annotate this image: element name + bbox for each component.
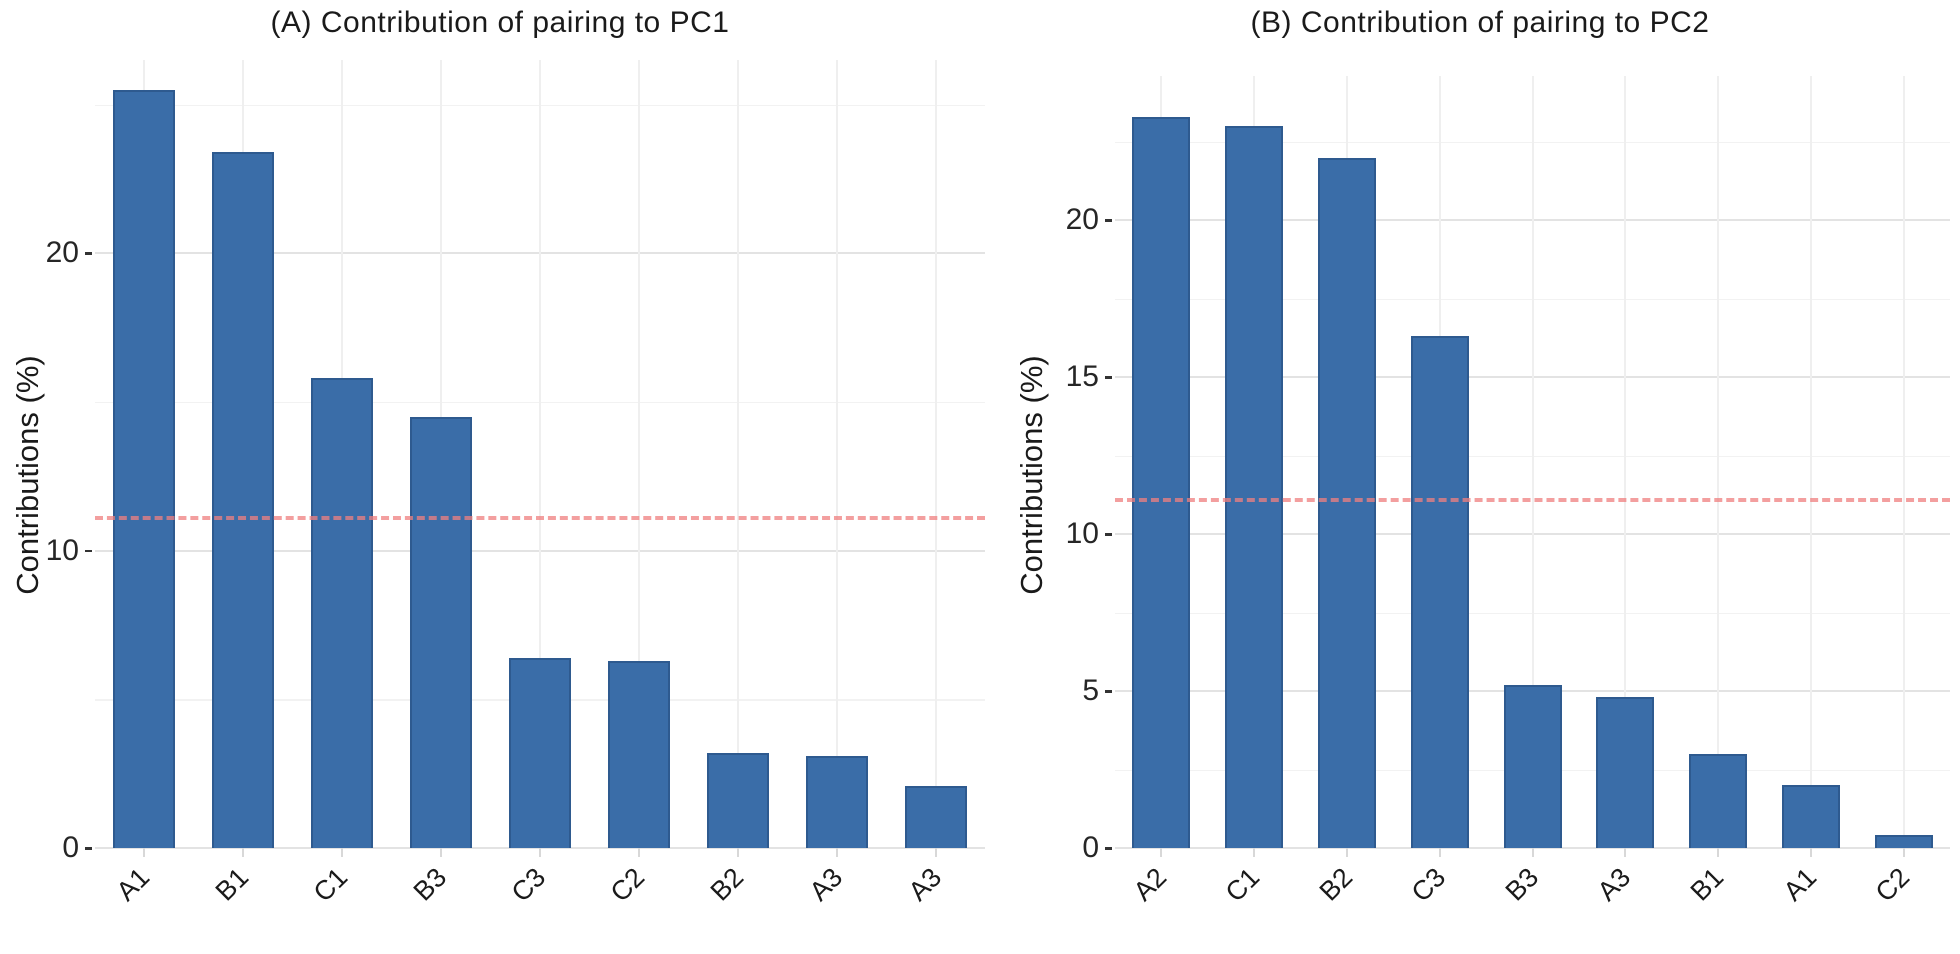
- x-tick-label: C1: [1219, 862, 1266, 908]
- plot-panel: [1115, 76, 1950, 849]
- x-tick-mark: [1810, 848, 1812, 857]
- category-gridline: [836, 60, 838, 848]
- x-tick-mark: [1532, 848, 1534, 857]
- x-tick-label: C1: [307, 862, 354, 908]
- y-tick-label: 0: [1082, 831, 1099, 864]
- y-tick-mark: [1105, 847, 1112, 850]
- x-tick-label: A3: [902, 862, 948, 907]
- bar-c3: [509, 657, 571, 848]
- x-tick-mark: [539, 848, 541, 857]
- category-gridline: [638, 60, 640, 848]
- category-gridline: [539, 60, 541, 848]
- x-tick-label: B3: [407, 862, 453, 907]
- x-tick-label: A3: [1591, 862, 1637, 907]
- y-tick-label: 5: [1082, 674, 1099, 708]
- category-gridline: [935, 60, 937, 848]
- x-tick-label: C3: [1405, 862, 1452, 908]
- y-tick-label: 10: [45, 533, 79, 567]
- bar-a1: [1782, 785, 1840, 848]
- x-tick-mark: [341, 848, 343, 857]
- x-tick-mark: [935, 848, 937, 857]
- bar-c1: [311, 378, 373, 848]
- y-tick-mark: [85, 847, 92, 850]
- chart-pc1-contributions: (A) Contribution of pairing to PC1 Contr…: [0, 0, 1000, 930]
- threshold-reference-line: [95, 515, 985, 520]
- y-tick-label: 10: [1065, 517, 1099, 551]
- y-tick-mark: [1105, 219, 1112, 222]
- x-tick-label: B1: [1684, 862, 1730, 907]
- chart-title: (A) Contribution of pairing to PC1: [270, 6, 730, 39]
- x-tick-label: A1: [1777, 862, 1823, 907]
- bar-a3: [1596, 697, 1654, 848]
- bar-c2: [1875, 835, 1933, 848]
- x-tick-mark: [1160, 848, 1162, 857]
- x-tick-label: B1: [209, 862, 255, 907]
- bar-b1: [1689, 753, 1747, 848]
- chart-title: (B) Contribution of pairing to PC2: [1250, 6, 1710, 39]
- x-tick-mark: [1346, 848, 1348, 857]
- y-tick-label: 15: [1065, 360, 1099, 394]
- x-tick-label: B2: [704, 862, 750, 907]
- x-tick-label: C2: [1869, 862, 1916, 908]
- x-tick-mark: [1439, 848, 1441, 857]
- x-tick-mark: [143, 848, 145, 857]
- category-gridline: [1624, 76, 1626, 848]
- y-tick-mark: [85, 549, 92, 553]
- category-gridline: [1532, 76, 1534, 848]
- x-tick-label: C3: [505, 862, 552, 908]
- x-tick-mark: [1624, 848, 1626, 857]
- x-tick-mark: [1903, 848, 1905, 857]
- bar-a2: [1132, 116, 1190, 848]
- x-tick-mark: [737, 848, 739, 857]
- category-gridline: [1717, 76, 1719, 848]
- bar-c3: [1411, 336, 1469, 848]
- bar-b2: [707, 752, 769, 848]
- x-tick-mark: [1717, 848, 1719, 857]
- y-tick-label: 0: [62, 831, 79, 864]
- y-tick-mark: [85, 252, 92, 255]
- plot-panel: [95, 60, 985, 849]
- category-gridline: [737, 60, 739, 848]
- x-tick-mark: [1253, 848, 1255, 857]
- y-tick-mark: [1105, 533, 1112, 536]
- y-tick-mark: [1105, 690, 1112, 693]
- x-tick-mark: [836, 848, 838, 857]
- category-gridline: [1903, 76, 1905, 848]
- x-tick-label: A2: [1127, 862, 1173, 907]
- bar-c1: [1225, 126, 1283, 848]
- y-tick-label: 20: [1065, 203, 1099, 237]
- x-tick-label: A1: [110, 862, 156, 907]
- x-tick-label: B2: [1313, 862, 1359, 907]
- bar-b3: [1504, 684, 1562, 848]
- bar-b1: [212, 152, 274, 848]
- y-tick-label: 20: [45, 236, 79, 270]
- bar-a3: [905, 785, 967, 848]
- chart-pc2-contributions: (B) Contribution of pairing to PC2 Contr…: [1000, 0, 1960, 930]
- y-tick-mark: [1105, 376, 1112, 379]
- bar-b2: [1318, 157, 1376, 848]
- x-tick-mark: [440, 848, 442, 857]
- bar-b3: [410, 416, 472, 848]
- bar-c2: [608, 660, 670, 848]
- x-tick-mark: [242, 848, 244, 857]
- bar-a3: [806, 755, 868, 848]
- x-tick-label: A3: [803, 862, 849, 907]
- bar-a1: [113, 89, 175, 848]
- x-tick-label: B3: [1499, 862, 1545, 907]
- figure-canvas: { "style": { "background": "#FFFFFF", "g…: [0, 0, 1960, 930]
- x-tick-label: C2: [604, 862, 651, 908]
- x-tick-mark: [638, 848, 640, 857]
- category-gridline: [1810, 76, 1812, 848]
- threshold-reference-line: [1115, 497, 1950, 502]
